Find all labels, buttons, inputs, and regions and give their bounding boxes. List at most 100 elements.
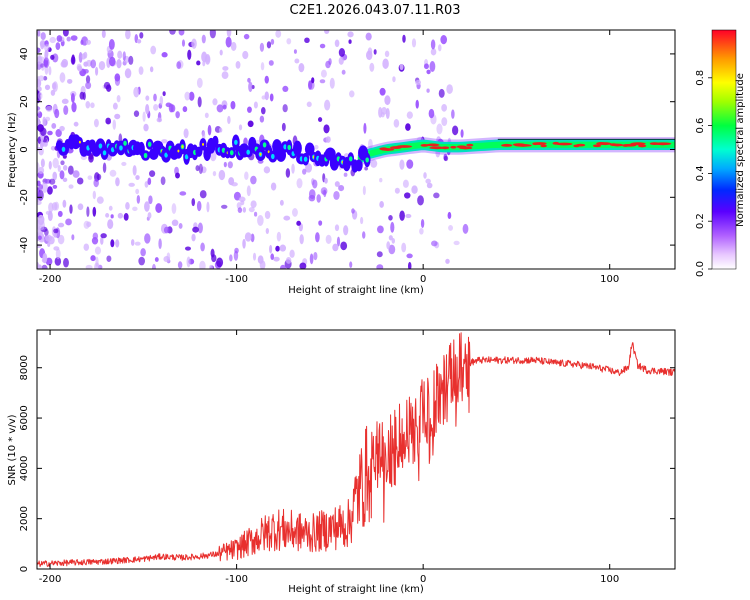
spectrogram-noise-blob (37, 86, 42, 92)
spectrogram-noise-blob (438, 88, 445, 98)
spectrogram-noise-blob (98, 60, 106, 71)
spectrogram-noise-blob (415, 99, 419, 109)
spectrogram-ridge-core (270, 153, 275, 160)
spectrogram-noise-blob (143, 123, 149, 132)
spectrogram-noise-blob (47, 210, 53, 222)
spectrogram-noise-blob (186, 256, 191, 268)
snr-frame (36, 329, 676, 570)
spectrogram-noise-blob (406, 111, 413, 119)
spectrogram-ridge-peak (458, 146, 473, 150)
spectrogram-ridge-peak (630, 142, 646, 146)
spectrogram-noise-blob (248, 81, 253, 93)
spectrogram-noise-blob (71, 102, 77, 113)
spectrogram-noise-blob (121, 161, 127, 166)
spectrogram-noise-blob (132, 206, 138, 212)
spectrogram-noise-blob (324, 99, 331, 111)
spectrogram-ridge-core (365, 157, 369, 163)
spectrogram-ridge-peak (592, 144, 602, 148)
spectrogram-noise-blob (334, 224, 340, 232)
spectrogram-noise-blob (423, 172, 427, 179)
spectrogram-noise-blob (315, 232, 320, 243)
spectrogram-noise-blob (82, 68, 89, 74)
spectrogram-noise-blob (405, 213, 412, 219)
spectrogram-noise-blob (154, 257, 159, 262)
spectrogram-noise-blob (462, 223, 469, 234)
spectrogram-noise-blob (124, 68, 132, 79)
spectrogram-noise-blob (325, 60, 331, 69)
snr-xtick-label: 0 (420, 574, 426, 585)
spectrogram-noise-blob (44, 44, 50, 52)
spectrogram-noise-blob (260, 62, 265, 71)
spectrogram-noise-blob (386, 241, 391, 250)
spectrogram-noise-blob (132, 165, 137, 176)
spectrogram-noise-blob (227, 161, 233, 169)
spectrogram-noise-blob (240, 200, 245, 206)
spectrogram-noise-blob (57, 165, 61, 173)
spectrogram-ridge-blob (355, 159, 363, 172)
spectrogram-noise-blob (452, 125, 459, 136)
spectrogram-ridge-core (143, 152, 148, 159)
spectrogram-noise-blob (90, 102, 95, 109)
spectrogram-noise-blob (43, 57, 50, 69)
spectrogram-noise-blob (37, 91, 43, 100)
spectrogram-ridge-core (98, 143, 103, 149)
spectrogram-noise-blob (270, 182, 277, 191)
spectrogram-noise-blob (199, 260, 206, 269)
spectrogram-noise-blob (101, 30, 106, 39)
spectrogram-noise-blob (276, 231, 282, 242)
spectrogram-noise-blob (280, 264, 286, 269)
snr-ytick-label: 0 (19, 566, 30, 572)
spectrogram-noise-blob (80, 39, 84, 45)
spectrogram-noise-blob (112, 119, 117, 130)
spectrogram-noise-blob (292, 208, 298, 217)
spectrogram-noise-blob (429, 61, 436, 72)
spectrogram-noise-blob (83, 61, 89, 67)
snr-xtick-label: -200 (39, 574, 62, 585)
spectrogram-noise-blob (61, 98, 69, 105)
spectrogram-noise-blob (41, 264, 48, 269)
spectrogram-noise-blob (384, 50, 390, 58)
spectrogram-noise-blob (282, 104, 288, 113)
spectrogram-noise-blob (59, 125, 65, 132)
spectrogram-noise-blob (60, 60, 68, 68)
snr-y-ticks: 0 2000 4000 6000 8000 (19, 355, 675, 572)
spectrogram-noise-blob (309, 253, 314, 265)
spectrogram-noise-blob (73, 121, 79, 127)
spectrogram-noise-blob (407, 261, 412, 269)
spectrogram-noise-blob (209, 30, 216, 39)
spectrogram-noise-blob (406, 253, 413, 259)
spectrogram-noise-blob (108, 205, 113, 211)
spectrogram-noise-blob (116, 94, 121, 103)
spectrogram-noise-blob (348, 39, 352, 44)
spectrogram-noise-blob (316, 194, 321, 203)
spectrogram-noise-blob (319, 43, 326, 49)
spectrogram-noise-blob (142, 111, 146, 122)
spectrogram-noise-blob (39, 139, 44, 150)
spectrogram-noise-blob (252, 252, 257, 261)
spectrogram-noise-blob (253, 211, 258, 217)
spectrogram-ridge-peak (78, 140, 81, 144)
spectrogram-noise-blob (136, 39, 142, 44)
spectrogram-noise-blob (392, 76, 396, 83)
spectrogram-noise-blob (45, 257, 53, 266)
spectrogram-noise-blob (247, 120, 254, 128)
spectrogram-noise-blob (238, 196, 246, 202)
spectrogram-noise-blob (67, 165, 74, 175)
spectrogram-heatmap (37, 30, 675, 269)
spectrogram-noise-blob (226, 30, 232, 38)
spectrogram-noise-blob (388, 235, 393, 241)
spectrogram-noise-blob (196, 200, 202, 212)
snr-ytick-label: 6000 (19, 405, 30, 430)
spectrogram-noise-blob (54, 256, 62, 266)
spectrogram-noise-blob (314, 144, 319, 150)
spectrogram-noise-blob (218, 127, 223, 133)
spectrogram-noise-blob (165, 102, 172, 108)
spectrogram-ridge-core (283, 144, 287, 150)
spectrogram-noise-blob (65, 218, 72, 226)
spectrogram-noise-blob (191, 198, 196, 207)
spectrogram-noise-blob (52, 184, 58, 189)
spectrogram-noise-blob (296, 178, 303, 189)
spectrogram-noise-blob (38, 75, 45, 82)
spectrogram-ridge-core (303, 156, 308, 162)
